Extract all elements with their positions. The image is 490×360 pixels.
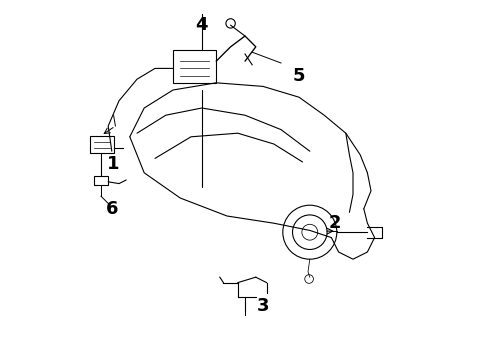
Text: 1: 1 bbox=[107, 155, 120, 173]
Text: 6: 6 bbox=[105, 200, 118, 218]
FancyBboxPatch shape bbox=[173, 50, 216, 83]
Text: 3: 3 bbox=[257, 297, 269, 315]
FancyBboxPatch shape bbox=[94, 176, 108, 185]
Text: 4: 4 bbox=[196, 16, 208, 34]
Text: 2: 2 bbox=[329, 214, 341, 232]
Text: 5: 5 bbox=[293, 67, 305, 85]
FancyBboxPatch shape bbox=[90, 136, 114, 153]
